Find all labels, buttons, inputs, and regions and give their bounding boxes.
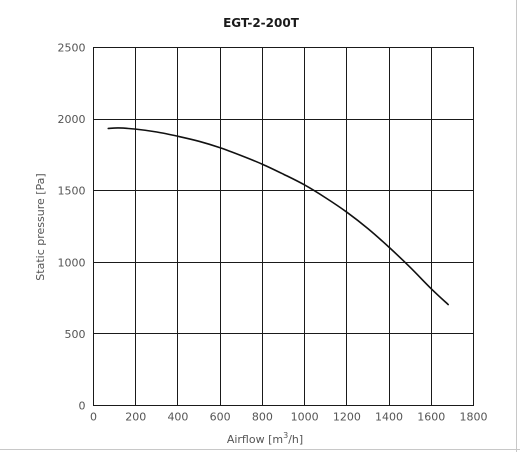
x-axis-title-suffix: /h] [288, 433, 303, 446]
plot-area [93, 47, 474, 406]
x-tick-label: 1600 [417, 411, 445, 424]
chart-title: EGT-2-200T [223, 16, 300, 30]
pressure-curve-0 [107, 127, 449, 306]
x-tick-label: 600 [210, 411, 231, 424]
x-tick-label: 1000 [291, 411, 319, 424]
x-tick-label: 1200 [333, 411, 361, 424]
y-tick-label: 0 [79, 400, 86, 413]
series-group [107, 127, 449, 306]
x-tick-label: 0 [90, 411, 97, 424]
x-tick-label: 200 [125, 411, 146, 424]
y-tick-label: 1500 [58, 185, 86, 198]
x-axis-title-main: Airflow [m [227, 433, 283, 446]
y-axis: 0 500 1000 1500 2000 2500 [58, 42, 86, 413]
y-tick-label: 500 [65, 328, 86, 341]
y-tick-label: 1000 [58, 256, 86, 269]
x-tick-label: 1400 [375, 411, 403, 424]
y-tick-label: 2500 [58, 42, 86, 55]
x-tick-label: 1800 [460, 411, 488, 424]
x-axis-title: Airflow [m3/h] [227, 431, 303, 446]
y-axis-title: Static pressure [Pa] [34, 173, 47, 280]
x-axis-title-superscript: 3 [283, 431, 288, 440]
x-axis: 0 200 400 600 800 1000 1200 1400 1600 1800 [90, 411, 488, 424]
x-tick-label: 800 [252, 411, 273, 424]
x-tick-label: 400 [167, 411, 188, 424]
y-tick-label: 2000 [58, 113, 86, 126]
grid [93, 47, 474, 406]
